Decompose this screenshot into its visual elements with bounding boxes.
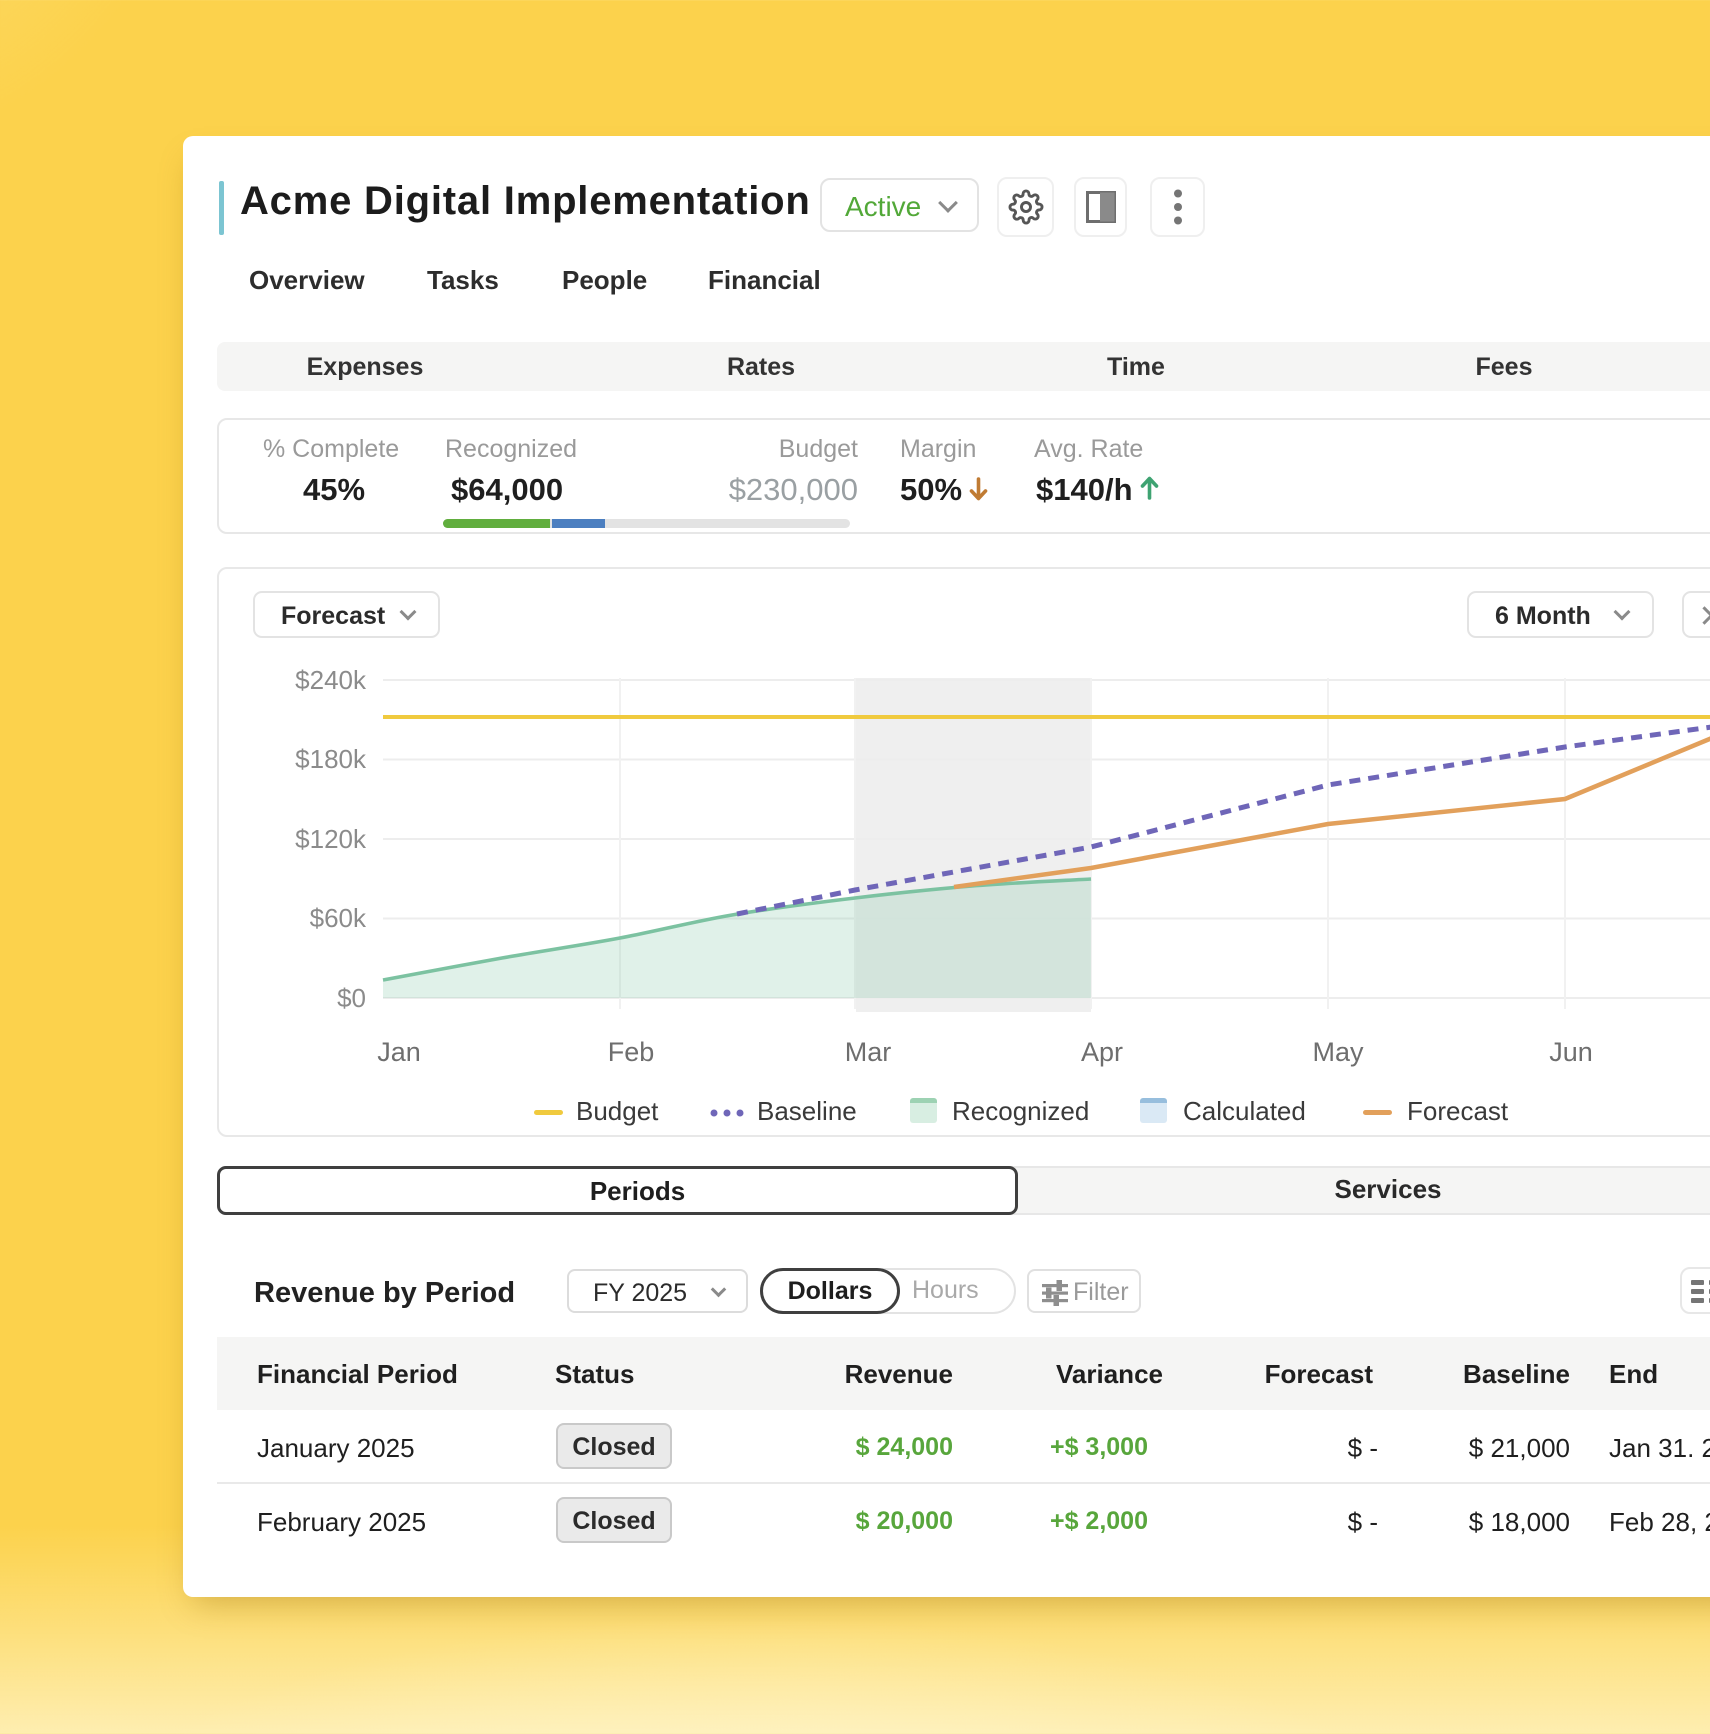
svg-text:$60k: $60k [310,903,367,933]
svg-text:$180k: $180k [295,744,367,774]
svg-text:$240k: $240k [295,665,367,695]
svg-text:Mar: Mar [845,1037,892,1067]
svg-text:$120k: $120k [295,824,367,854]
svg-text:Feb: Feb [608,1037,655,1067]
svg-text:Apr: Apr [1081,1037,1123,1067]
svg-text:Jun: Jun [1549,1037,1593,1067]
svg-text:$0: $0 [337,983,366,1013]
svg-text:May: May [1312,1037,1364,1067]
svg-text:Jan: Jan [377,1037,421,1067]
